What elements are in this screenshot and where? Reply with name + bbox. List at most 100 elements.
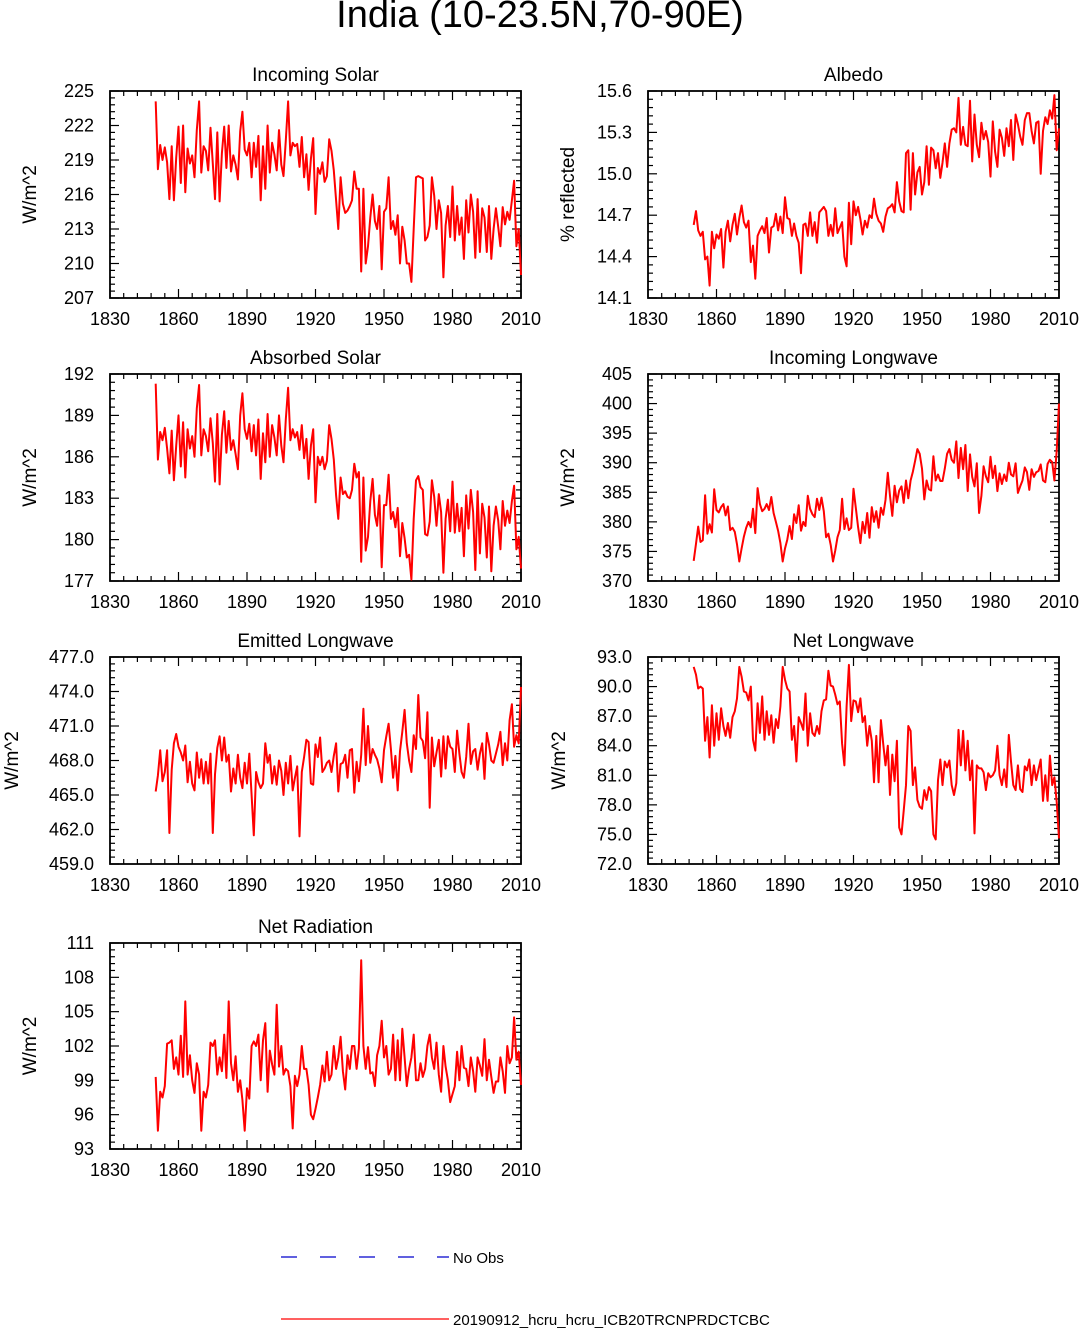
x-tick-label: 1830 (90, 1160, 130, 1180)
x-tick-label: 1890 (227, 875, 267, 895)
x-tick-label: 1920 (295, 875, 335, 895)
y-tick-label: 192 (64, 364, 94, 384)
x-tick-label: 1950 (364, 592, 404, 612)
x-tick-label: 2010 (501, 875, 541, 895)
x-tick-label: 1920 (295, 592, 335, 612)
x-tick-label: 2010 (1039, 309, 1079, 329)
panel-title: Net Longwave (793, 631, 914, 652)
y-tick-label: 75.0 (597, 824, 632, 844)
y-tick-label: 459.0 (49, 854, 94, 874)
series-line (154, 383, 522, 581)
plot-frame (647, 373, 1060, 582)
panel-title: Incoming Longwave (769, 348, 938, 369)
y-tick-label: 474.0 (49, 682, 94, 702)
y-axis-label: % reflected (558, 147, 579, 242)
y-tick-label: 462.0 (49, 820, 94, 840)
y-tick-label: 72.0 (597, 854, 632, 874)
y-axis-label: W/m^2 (558, 448, 579, 507)
y-tick-label: 395 (602, 423, 632, 443)
y-tick-label: 225 (64, 81, 94, 101)
y-tick-label: 99 (74, 1070, 94, 1090)
y-tick-label: 370 (602, 571, 632, 591)
x-tick-label: 1830 (628, 592, 668, 612)
x-tick-label: 1980 (432, 1160, 472, 1180)
x-tick-label: 1860 (158, 592, 198, 612)
chart-panel-5: Emitted Longwave W/m^2 1830 1860 1890 1920 195… (2, 631, 541, 895)
panel-title: Incoming Solar (252, 65, 379, 86)
x-tick-label: 1890 (227, 592, 267, 612)
x-tick-label: 1860 (158, 875, 198, 895)
x-tick-label: 1920 (833, 875, 873, 895)
x-tick-label: 1980 (432, 309, 472, 329)
y-tick-label: 390 (602, 453, 632, 473)
y-tick-label: 111 (67, 933, 94, 953)
x-tick-label: 1830 (628, 309, 668, 329)
page-title: India (10-23.5N,70-90E) (336, 0, 744, 36)
y-tick-label: 380 (602, 512, 632, 532)
x-tick-label: 1890 (227, 1160, 267, 1180)
y-tick-label: 81.0 (597, 765, 632, 785)
x-tick-label: 1920 (295, 1160, 335, 1180)
chart-panel-4: Incoming Longwave W/m^2 1830 1860 1890 1920 19… (558, 348, 1079, 612)
x-tick-label: 1830 (90, 592, 130, 612)
y-tick-label: 189 (64, 405, 94, 425)
x-tick-label: 1950 (364, 309, 404, 329)
x-tick-label: 2010 (501, 592, 541, 612)
x-tick-label: 2010 (1039, 875, 1079, 895)
x-tick-label: 1890 (227, 309, 267, 329)
chart-panel-7: Net Radiation W/m^2 1830 1860 1890 1920 1950 19… (20, 917, 541, 1180)
x-tick-label: 1980 (970, 875, 1010, 895)
panel-title: Net Radiation (258, 917, 373, 938)
y-tick-label: 183 (64, 488, 94, 508)
x-tick-label: 2010 (501, 1160, 541, 1180)
x-tick-label: 1950 (902, 592, 942, 612)
y-tick-label: 219 (64, 150, 94, 170)
x-tick-label: 2010 (1039, 592, 1079, 612)
y-tick-label: 93.0 (597, 647, 632, 667)
series-line (154, 959, 522, 1132)
series-line (154, 686, 522, 838)
panel-title: Emitted Longwave (237, 631, 393, 652)
y-tick-label: 78.0 (597, 795, 632, 815)
chart-panel-1: Incoming Solar W/m^2 1830 1860 1890 1920 1950 1… (20, 65, 541, 329)
y-tick-label: 186 (64, 447, 94, 467)
y-tick-label: 15.6 (597, 81, 632, 101)
y-tick-label: 210 (64, 254, 94, 274)
y-tick-label: 471.0 (49, 716, 94, 736)
y-tick-label: 90.0 (597, 677, 632, 697)
panel-title: Albedo (824, 65, 883, 86)
y-tick-label: 375 (602, 541, 632, 561)
x-tick-label: 1890 (765, 875, 805, 895)
y-axis-label: W/m^2 (20, 1017, 41, 1076)
y-tick-label: 222 (64, 116, 94, 136)
x-tick-label: 2010 (501, 309, 541, 329)
y-tick-label: 180 (64, 530, 94, 550)
x-tick-label: 1920 (833, 309, 873, 329)
chart-panel-6: Net Longwave W/m^2 1830 1860 1890 1920 1950 198… (549, 631, 1079, 895)
y-axis-label: W/m^2 (2, 731, 23, 790)
y-tick-label: 477.0 (49, 647, 94, 667)
y-tick-label: 213 (64, 219, 94, 239)
y-tick-label: 108 (64, 967, 94, 987)
y-tick-label: 400 (602, 394, 632, 414)
x-tick-label: 1860 (696, 875, 736, 895)
x-tick-label: 1860 (158, 309, 198, 329)
x-tick-label: 1980 (432, 875, 472, 895)
y-tick-label: 216 (64, 185, 94, 205)
y-axis-label: W/m^2 (549, 731, 570, 790)
y-axis-label: W/m^2 (20, 165, 41, 224)
y-tick-label: 84.0 (597, 736, 632, 756)
y-tick-label: 405 (602, 364, 632, 384)
y-tick-label: 15.3 (597, 122, 632, 142)
x-tick-label: 1920 (833, 592, 873, 612)
y-tick-label: 87.0 (597, 706, 632, 726)
y-tick-label: 14.7 (597, 205, 632, 225)
y-tick-label: 93 (74, 1139, 94, 1159)
y-tick-label: 102 (64, 1036, 94, 1056)
y-tick-label: 385 (602, 482, 632, 502)
y-tick-label: 465.0 (49, 785, 94, 805)
x-tick-label: 1860 (158, 1160, 198, 1180)
x-tick-label: 1980 (970, 592, 1010, 612)
x-tick-label: 1920 (295, 309, 335, 329)
